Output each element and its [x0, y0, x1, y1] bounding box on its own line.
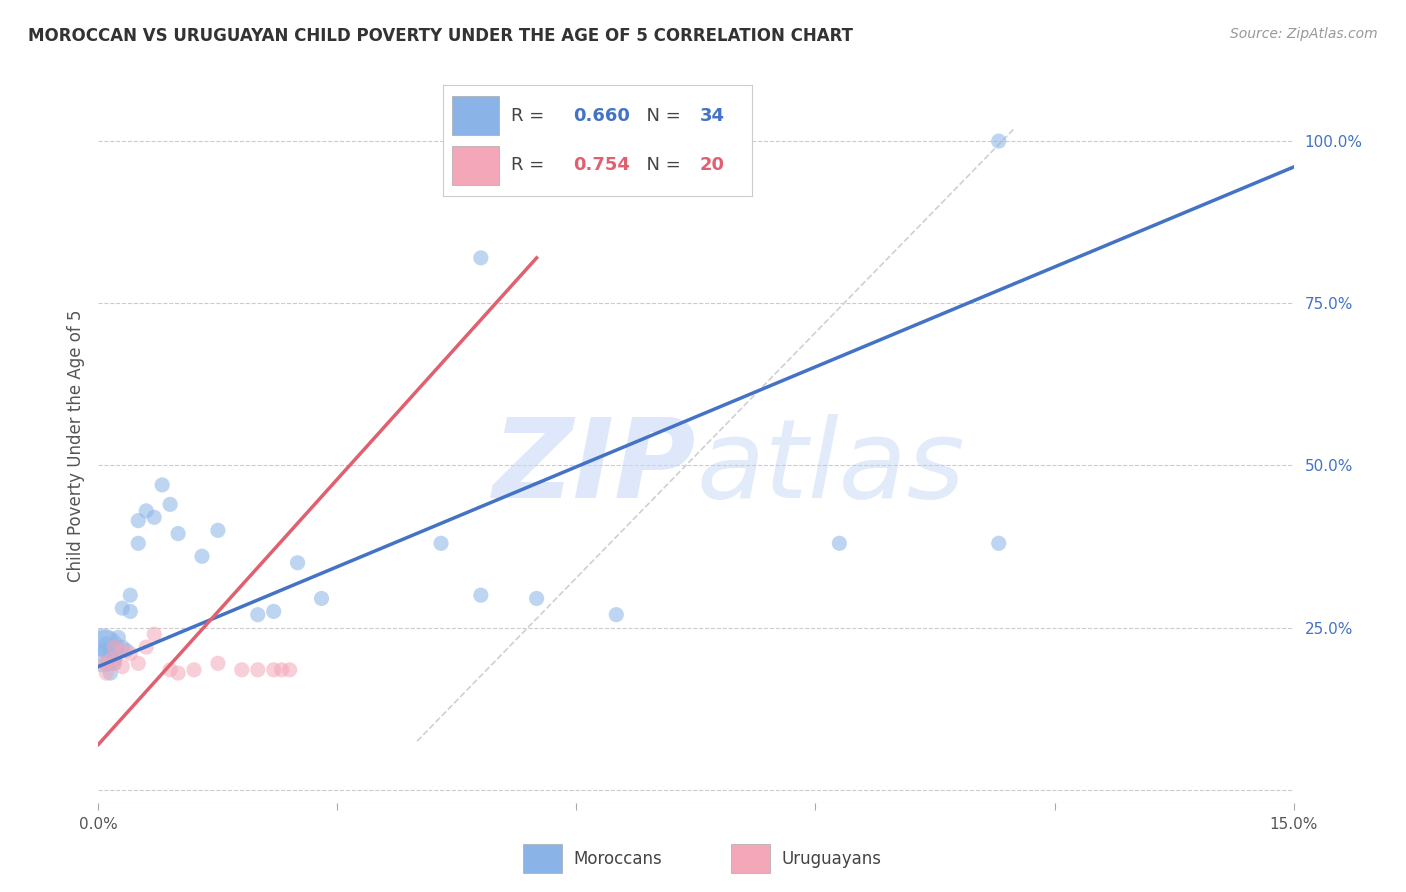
Point: [135, 640, 157, 654]
Point: [127, 536, 149, 550]
Point: [183, 663, 205, 677]
Point: [107, 631, 129, 645]
Point: [311, 591, 333, 606]
Text: ZIP: ZIP: [492, 414, 696, 521]
Point: [167, 526, 190, 541]
Bar: [453, 96, 499, 135]
Point: [470, 251, 492, 265]
Point: [246, 663, 269, 677]
Point: [231, 663, 253, 677]
Point: [430, 536, 453, 550]
Point: [246, 607, 269, 622]
Point: [127, 514, 149, 528]
Text: Source: ZipAtlas.com: Source: ZipAtlas.com: [1230, 27, 1378, 41]
Point: [115, 643, 138, 657]
Point: [111, 640, 134, 654]
Point: [159, 497, 181, 511]
Point: [103, 657, 125, 671]
Point: [94, 637, 117, 651]
Point: [111, 601, 134, 615]
Point: [103, 653, 125, 667]
Point: [120, 647, 142, 661]
Text: atlas: atlas: [696, 414, 965, 521]
Point: [94, 643, 117, 657]
Point: [98, 666, 122, 681]
Point: [263, 663, 285, 677]
Text: 0.754: 0.754: [572, 156, 630, 174]
Text: MOROCCAN VS URUGUAYAN CHILD POVERTY UNDER THE AGE OF 5 CORRELATION CHART: MOROCCAN VS URUGUAYAN CHILD POVERTY UNDE…: [28, 27, 853, 45]
Point: [96, 666, 118, 681]
Text: R =: R =: [510, 107, 550, 125]
Text: 20: 20: [700, 156, 724, 174]
Point: [159, 663, 181, 677]
Point: [287, 556, 309, 570]
Point: [828, 536, 851, 550]
Point: [470, 588, 492, 602]
Point: [98, 653, 122, 667]
Point: [605, 607, 627, 622]
Point: [207, 524, 229, 538]
Point: [987, 134, 1010, 148]
Point: [94, 657, 117, 671]
Text: R =: R =: [510, 156, 550, 174]
Bar: [731, 844, 770, 873]
Text: 34: 34: [700, 107, 724, 125]
Y-axis label: Child Poverty Under the Age of 5: Child Poverty Under the Age of 5: [66, 310, 84, 582]
Point: [167, 666, 190, 681]
Point: [526, 591, 548, 606]
Bar: [453, 146, 499, 186]
Bar: [523, 844, 562, 873]
Point: [127, 657, 149, 671]
Point: [103, 640, 125, 654]
Text: Uruguayans: Uruguayans: [782, 849, 882, 868]
Point: [96, 657, 118, 671]
Text: N =: N =: [634, 107, 686, 125]
Point: [263, 604, 285, 618]
Point: [207, 657, 229, 671]
Point: [987, 536, 1010, 550]
Point: [111, 643, 134, 657]
Point: [150, 478, 173, 492]
Point: [96, 637, 118, 651]
Text: Moroccans: Moroccans: [574, 849, 662, 868]
Point: [103, 640, 125, 654]
Point: [120, 588, 142, 602]
Text: 0.660: 0.660: [572, 107, 630, 125]
Point: [191, 549, 214, 564]
Point: [135, 504, 157, 518]
Point: [270, 663, 292, 677]
Point: [91, 643, 114, 657]
Point: [278, 663, 301, 677]
Point: [111, 659, 134, 673]
Point: [103, 657, 125, 671]
Text: N =: N =: [634, 156, 686, 174]
Point: [143, 627, 166, 641]
Point: [120, 604, 142, 618]
Point: [143, 510, 166, 524]
Point: [98, 647, 122, 661]
